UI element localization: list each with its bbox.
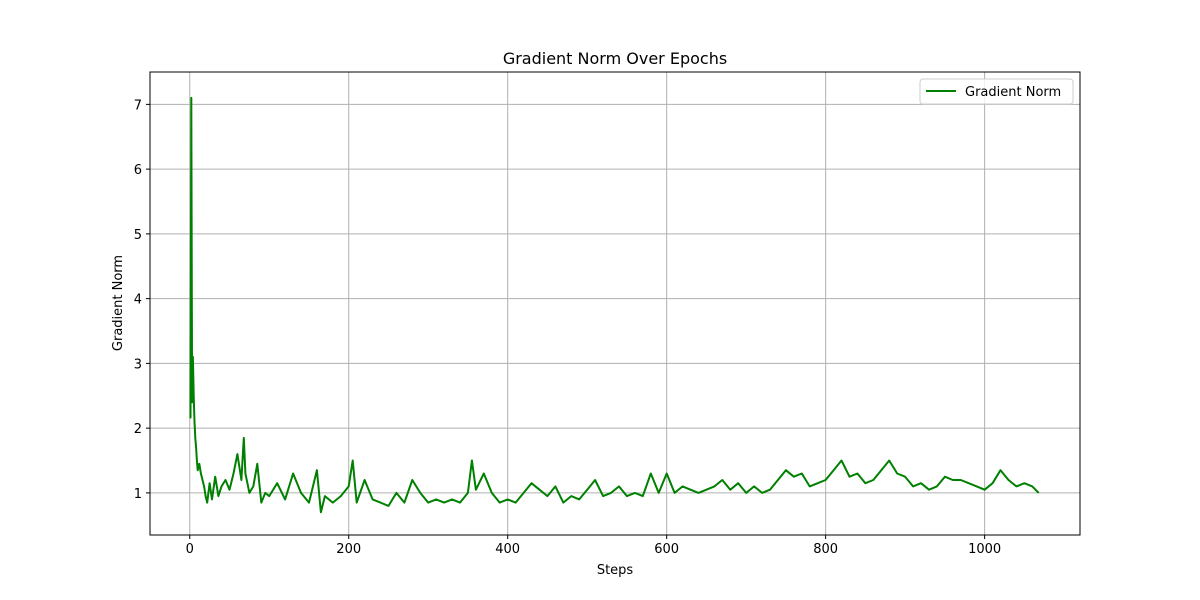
x-tick-label: 0 <box>186 542 194 557</box>
x-tick-label: 800 <box>813 542 838 557</box>
series-line-gradient-norm <box>189 96 1040 514</box>
x-tick-label: 600 <box>654 542 679 557</box>
y-axis-label: Gradient Norm <box>111 255 126 351</box>
legend: Gradient Norm <box>919 78 1074 105</box>
grid <box>150 72 1080 535</box>
plot-area <box>149 71 1081 536</box>
ticks: 0 200 400 600 800 1000 1 2 3 4 5 6 7 <box>134 98 1001 557</box>
y-tick-label: 6 <box>134 163 142 178</box>
chart-title: Gradient Norm Over Epochs <box>503 49 727 68</box>
y-tick-label: 1 <box>134 487 142 502</box>
legend-box <box>919 78 1074 105</box>
x-tick-label: 1000 <box>968 542 1001 557</box>
y-tick-label: 2 <box>134 422 142 437</box>
legend-label: Gradient Norm <box>965 85 1061 100</box>
x-axis-label: Steps <box>597 563 634 578</box>
y-tick-label: 5 <box>134 228 142 243</box>
x-tick-label: 400 <box>495 542 520 557</box>
y-tick-label: 7 <box>134 98 142 113</box>
y-tick-label: 4 <box>134 293 142 308</box>
y-tick-label: 3 <box>134 357 142 372</box>
series-layer <box>189 96 1040 514</box>
x-tick-label: 200 <box>336 542 361 557</box>
